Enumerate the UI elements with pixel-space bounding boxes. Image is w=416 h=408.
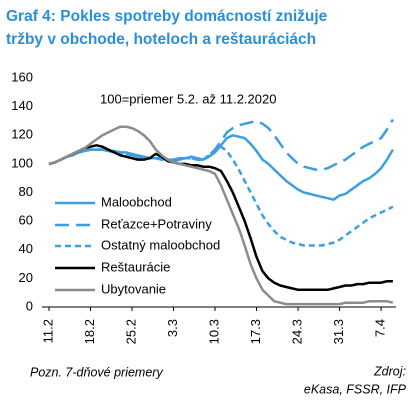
y-tick-label: 140 (11, 98, 33, 113)
series-line (48, 134, 394, 201)
x-tick-label: 11.2 (40, 319, 55, 343)
y-tick-label: 100 (11, 155, 33, 170)
note: Pozn. 7-dňové priemery (30, 365, 163, 379)
annotation: 100=priemer 5.2. až 11.2.2020 (100, 91, 276, 106)
x-tick-label: 3.3 (165, 319, 180, 337)
series-line (48, 125, 394, 306)
x-tick-label: 18.2 (82, 319, 97, 344)
x-tick-label: 25.2 (123, 319, 138, 344)
x-tick-label: 31.3 (331, 319, 346, 344)
x-tick-label: 24.3 (289, 319, 304, 344)
legend-label: Ubytovanie (101, 281, 166, 296)
legend-label: Reťazce+Potraviny (101, 216, 212, 231)
x-tick-label: 10.3 (206, 319, 221, 344)
y-tick-label: 0 (26, 298, 33, 313)
y-tick-label: 40 (19, 241, 33, 256)
series-line (48, 118, 394, 171)
x-tick-label: 7.4 (373, 319, 388, 337)
source: eKasa, FSSR, IFP (304, 382, 407, 396)
chart-title: Graf 4: Pokles spotreby domácností znižu… (6, 8, 328, 25)
legend-label: Reštaurácie (101, 259, 170, 274)
y-tick-label: 80 (19, 184, 33, 199)
y-tick-label: 60 (19, 213, 33, 228)
x-tick-label: 17.3 (248, 319, 263, 344)
y-tick-label: 160 (11, 69, 33, 84)
source: Zdroj: (373, 364, 406, 378)
legend-label: Ostatný maloobchod (101, 237, 220, 252)
series-line (48, 145, 394, 247)
series-line (48, 144, 393, 292)
y-tick-label: 20 (19, 270, 33, 285)
chart-title: tržby v obchode, hoteloch a reštauráciác… (6, 31, 316, 48)
legend-label: Maloobchod (101, 194, 172, 209)
y-tick-label: 120 (11, 127, 33, 142)
